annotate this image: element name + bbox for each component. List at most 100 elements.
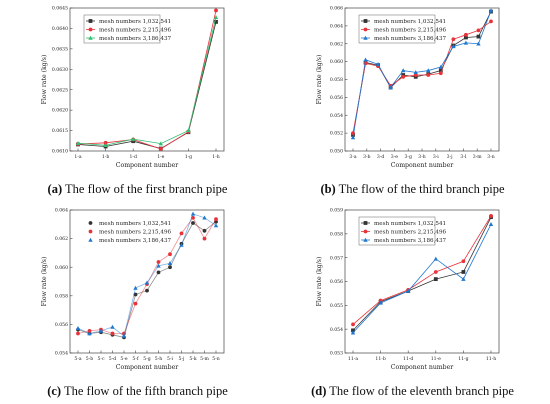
x-tick-label: 3-m <box>473 154 482 160</box>
legend-label: mesh numbers 1,032,541 <box>374 221 446 227</box>
data-point <box>378 300 383 305</box>
data-point <box>214 19 218 24</box>
chart-a-caption-label: (a) <box>47 182 63 196</box>
legend-marker <box>88 35 93 40</box>
legend-label: mesh numbers 2,215,496 <box>99 27 171 33</box>
data-point <box>186 128 191 133</box>
y-tick-label: 0.0645 <box>52 6 68 12</box>
x-tick-label: 11-a <box>348 356 358 362</box>
legend-label: mesh numbers 3,186,437 <box>99 36 171 42</box>
legend-marker <box>88 19 93 23</box>
legend-label: mesh numbers 2,215,496 <box>99 229 171 235</box>
data-point <box>156 260 161 264</box>
x-tick-label: 3-j <box>447 154 453 160</box>
data-point <box>179 242 184 247</box>
data-point <box>103 143 108 147</box>
data-point <box>464 35 468 40</box>
legend-label: mesh numbers 2,215,496 <box>374 229 446 235</box>
y-axis-label: Flow rate (kg/s) <box>316 55 323 105</box>
chart-b-caption-text: The flow of the third branch pipe <box>338 182 505 196</box>
data-point <box>110 331 115 336</box>
chart-panel-c: 0.054 0.056 0.058 0.060 0.062 0.064 5-a 5-b 5-c 5… <box>0 202 275 404</box>
legend-label: mesh numbers 3,186,437 <box>374 238 446 244</box>
y-axis-label: Flow rate (kg/s) <box>41 55 48 105</box>
chart-c-caption-label: (c) <box>47 384 62 398</box>
data-point <box>179 231 184 236</box>
legend-box <box>83 14 161 44</box>
x-tick-label: 5-f <box>132 356 138 362</box>
y-tick-label: 0.056 <box>55 322 68 328</box>
y-tick-label: 0.056 <box>330 95 343 101</box>
data-point <box>350 135 356 140</box>
x-axis-label: Component number <box>116 364 179 371</box>
data-point <box>75 326 81 331</box>
data-point <box>461 259 466 264</box>
data-point <box>156 270 161 275</box>
x-tick-label: 3-l <box>460 154 466 160</box>
data-point <box>426 68 431 73</box>
data-point <box>202 215 207 220</box>
data-point <box>103 140 108 145</box>
series-line <box>77 17 217 146</box>
x-tick-label: 11-d <box>403 356 413 362</box>
data-point <box>156 263 161 268</box>
data-point <box>202 236 207 241</box>
x-tick-label: 1-d <box>129 154 136 160</box>
data-point <box>476 28 481 33</box>
x-tick-label: 5-h <box>155 356 162 362</box>
series-line <box>352 21 492 134</box>
data-point <box>406 288 411 293</box>
chart-panel-d: 0.053 0.054 0.055 0.056 0.057 0.058 0.059 11-a 1… <box>275 202 550 404</box>
data-point <box>98 328 104 333</box>
legend-label: mesh numbers 3,186,437 <box>99 238 171 244</box>
x-tick-label: 1-e <box>157 154 164 160</box>
legend-marker <box>363 35 368 40</box>
chart-c-plot: 0.054 0.056 0.058 0.060 0.062 0.064 5-a 5-b 5-c 5… <box>41 208 225 371</box>
chart-a-caption-text: The flow of the first branch pipe <box>65 182 228 196</box>
data-point <box>167 261 173 266</box>
legend-marker <box>88 27 93 32</box>
chart-a-caption: (a) The flow of the first branch pipe <box>0 182 275 197</box>
x-tick-label: 3-g <box>404 154 411 160</box>
y-tick-label: 0.062 <box>55 236 68 242</box>
series-line <box>352 11 492 135</box>
legend-marker <box>88 237 93 242</box>
y-tick-label: 0.054 <box>55 351 68 357</box>
chart-panel-b: 0.050 0.052 0.054 0.056 0.058 0.060 0.062 0.064… <box>275 0 550 202</box>
data-point <box>87 331 92 336</box>
data-point <box>158 141 163 146</box>
data-point <box>476 34 481 39</box>
data-point <box>190 211 196 216</box>
x-tick-label: 3-n <box>487 154 494 160</box>
y-tick-label: 0.064 <box>55 208 68 214</box>
y-tick-label: 0.056 <box>330 279 343 285</box>
y-tick-label: 0.0625 <box>52 87 68 93</box>
series-line <box>352 215 492 325</box>
series-line <box>352 224 492 334</box>
data-point <box>363 57 368 62</box>
x-tick-label: 11-h <box>486 356 496 362</box>
data-point <box>144 280 150 285</box>
legend-marker <box>363 237 368 242</box>
y-tick-label: 0.0630 <box>52 67 68 73</box>
y-tick-label: 0.062 <box>330 41 343 47</box>
data-point <box>87 329 92 333</box>
data-point <box>350 330 356 335</box>
chart-panel-a: 0.0610 0.0615 0.0620 0.0625 0.0630 0.0635 0.06… <box>0 0 275 202</box>
y-tick-label: 0.058 <box>330 231 343 237</box>
data-point <box>213 15 219 20</box>
chart-b-caption: (b) The flow of the third branch pipe <box>275 182 550 197</box>
x-tick-label: 3-b <box>363 154 370 160</box>
chart-a-plot: 0.0610 0.0615 0.0620 0.0625 0.0630 0.0635 0.06… <box>41 6 225 169</box>
x-tick-label: 5-i <box>167 356 173 362</box>
data-point <box>464 32 468 37</box>
data-point <box>438 71 443 76</box>
data-point <box>202 228 207 233</box>
legend-label: mesh numbers 1,032,541 <box>99 221 171 227</box>
data-point <box>351 322 355 327</box>
data-point <box>451 44 456 49</box>
legend-marker <box>363 229 368 234</box>
data-point <box>191 221 195 225</box>
data-point <box>489 19 493 24</box>
legend-marker <box>363 19 368 23</box>
